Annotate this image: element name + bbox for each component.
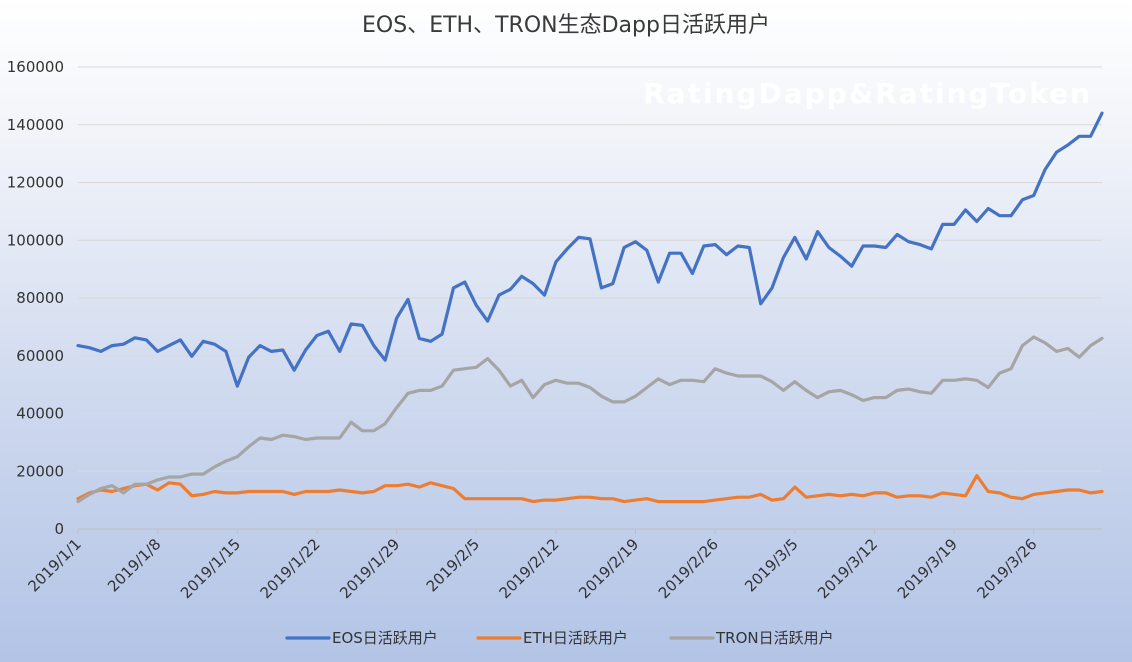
chart-title: EOS、ETH、TRON生态Dapp日活跃用户 xyxy=(362,13,770,38)
y-axis: 0 20000 40000 60000 80000 100000 120000 140000 1… xyxy=(7,58,64,538)
y-tick-label: 80000 xyxy=(16,289,64,307)
x-tick-label: 2019/2/5 xyxy=(423,535,483,595)
y-tick-label: 160000 xyxy=(7,58,64,76)
x-tick-label: 2019/3/12 xyxy=(814,535,881,602)
series-lines xyxy=(76,111,1104,504)
x-tick-label: 2019/3/19 xyxy=(894,535,961,602)
legend: EOS日活跃用户 ETH日活跃用户 TRON日活跃用户 xyxy=(285,629,834,647)
watermark-text: RatingDapp&RatingToken xyxy=(643,77,1092,110)
series-line-tron xyxy=(76,335,1104,504)
x-tick-label: 2019/3/5 xyxy=(741,535,801,595)
x-tick-label: 2019/1/15 xyxy=(177,535,244,602)
series-line-eos xyxy=(76,111,1104,388)
x-tick-label: 2019/2/12 xyxy=(496,535,563,602)
legend-label-eth: ETH日活跃用户 xyxy=(523,629,628,647)
x-tick-label: 2019/1/22 xyxy=(257,535,324,602)
x-tick-label: 2019/2/26 xyxy=(655,535,722,602)
x-tick-label: 2019/3/26 xyxy=(973,535,1040,602)
x-tick-label: 2019/1/1 xyxy=(24,535,84,595)
y-tick-label: 20000 xyxy=(16,462,64,480)
y-tick-label: 60000 xyxy=(16,347,64,365)
legend-label-tron: TRON日活跃用户 xyxy=(715,629,834,647)
y-tick-label: 100000 xyxy=(7,231,64,249)
y-tick-label: 140000 xyxy=(7,116,64,134)
legend-label-eos: EOS日活跃用户 xyxy=(332,629,438,647)
x-tick-label: 2019/1/8 xyxy=(104,535,164,595)
x-tick-label: 2019/1/29 xyxy=(336,535,403,602)
y-tick-label: 120000 xyxy=(7,174,64,192)
x-tick-label: 2019/2/19 xyxy=(575,535,642,602)
x-axis: 2019/1/1 2019/1/8 2019/1/15 2019/1/22 2019/1… xyxy=(24,529,1041,602)
y-tick-label: 0 xyxy=(54,520,64,538)
series-line-eth xyxy=(76,474,1104,504)
y-tick-label: 40000 xyxy=(16,405,64,423)
